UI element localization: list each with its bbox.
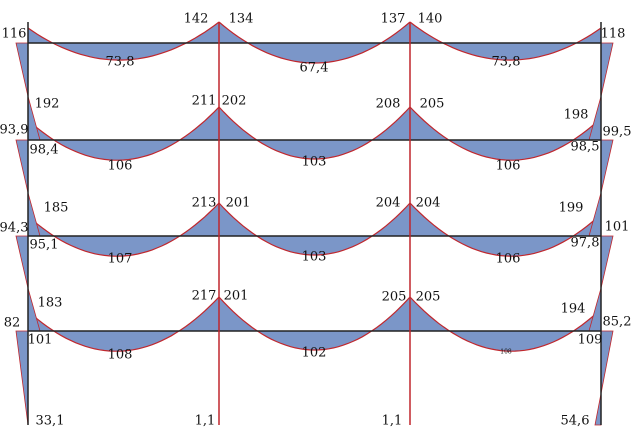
- moment-curve: [409, 202, 602, 257]
- moment-label: 194: [561, 302, 586, 317]
- moment-area: [28, 107, 219, 161]
- moment-curve: [27, 296, 220, 352]
- moment-label: 204: [376, 196, 401, 211]
- moment-label: 106: [496, 252, 521, 267]
- moment-label: 102: [302, 346, 327, 361]
- moment-label: 82: [4, 316, 21, 331]
- moment-label: 185: [44, 201, 69, 216]
- moment-label: 205: [382, 290, 407, 305]
- moment-label: 213: [192, 196, 217, 211]
- moment-label: 201: [226, 196, 251, 211]
- moment-label: 142: [184, 12, 209, 27]
- moment-label: 33,1: [36, 414, 65, 429]
- moment-label: 103: [302, 155, 327, 170]
- moment-label: 108: [108, 348, 133, 363]
- moment-label: 137: [381, 12, 406, 27]
- moment-label: 217: [192, 289, 217, 304]
- moment-label: 109: [578, 333, 603, 348]
- moment-label: 103: [302, 250, 327, 265]
- moment-label: 85,2: [603, 315, 632, 330]
- moment-area: [410, 203, 601, 257]
- moment-label: 192: [35, 97, 60, 112]
- moment-label: 205: [416, 290, 441, 305]
- moment-label: 116: [2, 27, 27, 42]
- moment-label: 1,1: [382, 414, 403, 429]
- moment-label: 93,9: [0, 123, 28, 138]
- moment-area: [410, 107, 601, 161]
- moment-label: 198: [564, 108, 589, 123]
- moment-curve: [218, 296, 411, 351]
- moment-label: 134: [229, 12, 254, 27]
- moment-label: 54,6: [561, 414, 590, 429]
- moment-label: 95,1: [30, 238, 59, 253]
- moment-label: 106: [496, 159, 521, 174]
- moment-label: 204: [416, 196, 441, 211]
- moment-label: 140: [418, 12, 443, 27]
- moment-label: 73,8: [492, 55, 521, 70]
- moment-label: 183: [38, 296, 63, 311]
- moment-area: [28, 22, 219, 61]
- moment-label: 199: [559, 201, 584, 216]
- moment-label: 108: [500, 349, 512, 356]
- moment-label: 98,4: [30, 143, 59, 158]
- moment-label: 98,5: [571, 140, 600, 155]
- moment-label: 94,3: [0, 221, 28, 236]
- moment-label: 118: [601, 27, 626, 42]
- moment-label: 201: [224, 289, 249, 304]
- moment-label: 211: [192, 94, 217, 109]
- moment-label: 73,8: [106, 55, 135, 70]
- moment-curve: [218, 202, 411, 256]
- moment-label: 99,5: [603, 125, 632, 140]
- moment-area: [410, 22, 601, 61]
- moment-curve: [27, 202, 220, 257]
- moment-label: 101: [28, 333, 53, 348]
- moment-label: 67,4: [300, 61, 329, 76]
- moment-curve: [218, 106, 411, 160]
- moment-curve: [27, 106, 220, 161]
- moment-curve: [218, 21, 411, 64]
- moment-label: 101: [605, 220, 630, 235]
- moment-label: 202: [222, 94, 247, 109]
- moment-area: [410, 297, 601, 352]
- moment-area: [28, 297, 219, 352]
- moment-label: 1,1: [195, 414, 216, 429]
- moment-label: 97,8: [571, 236, 600, 251]
- moment-curve: [409, 106, 602, 161]
- moment-curve: [409, 296, 602, 352]
- moment-label: 106: [108, 159, 133, 174]
- moment-label: 208: [376, 97, 401, 112]
- moment-label: 107: [108, 252, 133, 267]
- moment-area: [28, 203, 219, 257]
- moment-label: 205: [420, 97, 445, 112]
